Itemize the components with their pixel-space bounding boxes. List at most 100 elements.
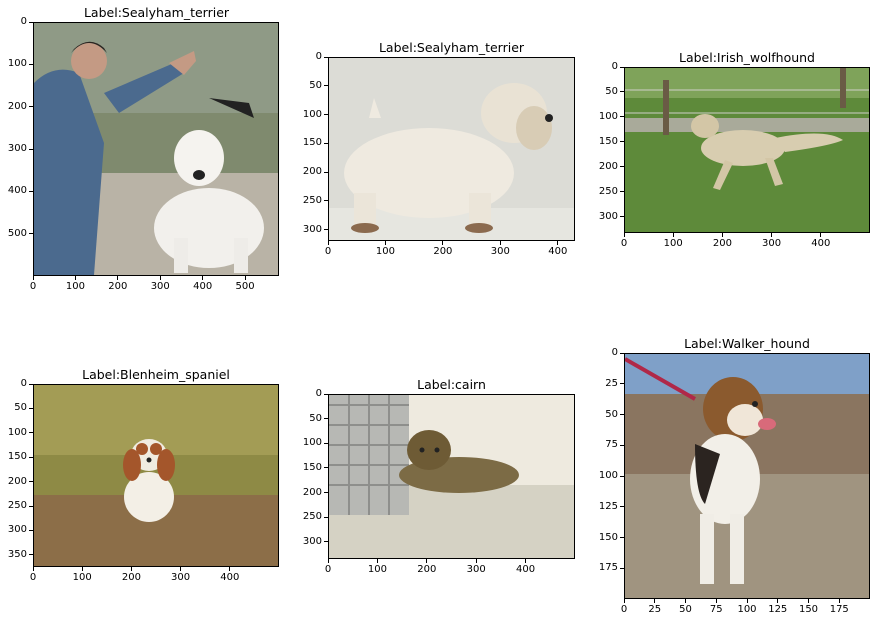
- y-tick-label: 150: [598, 531, 618, 543]
- y-tick-label: 200: [7, 475, 27, 487]
- y-tick-mark: [620, 352, 624, 354]
- x-tick-mark: [672, 233, 674, 237]
- y-tick-mark: [324, 229, 328, 230]
- y-tick-label: 125: [598, 500, 618, 512]
- y-tick-mark: [620, 166, 624, 168]
- y-tick-mark: [29, 456, 33, 458]
- y-tick-label: 0: [20, 378, 27, 389]
- x-tick-label: 300: [171, 572, 191, 583]
- x-tick-mark: [654, 599, 656, 603]
- x-tick-label: 400: [548, 246, 568, 257]
- y-tick-mark: [620, 383, 624, 385]
- y-tick-mark: [324, 171, 328, 173]
- x-tick-mark: [327, 241, 329, 245]
- x-tick-label: 200: [121, 572, 141, 583]
- x-tick-mark: [244, 276, 246, 280]
- x-tick-label: 100: [663, 238, 683, 249]
- x-tick-mark: [499, 241, 501, 245]
- y-tick-mark: [620, 191, 624, 193]
- x-tick-label: 400: [516, 564, 536, 575]
- y-tick-label: 0: [611, 347, 618, 358]
- y-tick-label: 175: [598, 562, 618, 574]
- x-tick-label: 500: [235, 281, 255, 292]
- y-tick-label: 250: [7, 500, 27, 511]
- x-tick-mark: [130, 567, 132, 571]
- x-tick-mark: [685, 599, 686, 603]
- y-tick-label: 300: [302, 223, 322, 235]
- x-tick-mark: [74, 276, 76, 280]
- x-tick-label: 200: [712, 238, 732, 249]
- y-tick-mark: [324, 114, 328, 115]
- y-tick-mark: [29, 21, 33, 23]
- y-tick-label: 50: [14, 402, 27, 414]
- x-tick-label: 100: [65, 281, 85, 292]
- x-tick-mark: [32, 567, 34, 571]
- x-tick-mark: [623, 233, 625, 237]
- y-tick-mark: [620, 91, 624, 93]
- x-tick-label: 400: [193, 281, 213, 292]
- x-tick-label: 400: [220, 572, 240, 583]
- x-tick-mark: [715, 599, 717, 603]
- y-tick-mark: [29, 233, 33, 235]
- y-tick-label: 0: [611, 61, 618, 72]
- x-tick-label: 150: [798, 604, 819, 615]
- x-tick-mark: [808, 599, 809, 603]
- x-tick-mark: [426, 559, 428, 563]
- y-tick-label: 300: [598, 210, 618, 222]
- x-tick-label: 200: [417, 564, 437, 575]
- x-tick-label: 25: [648, 604, 662, 615]
- panel-title: Label:Irish_wolfhound: [678, 50, 815, 65]
- y-tick-label: 100: [598, 470, 618, 481]
- x-tick-mark: [623, 599, 625, 603]
- y-tick-mark: [620, 414, 624, 415]
- x-tick-label: 0: [29, 572, 37, 583]
- y-tick-label: 400: [7, 185, 27, 197]
- y-tick-mark: [29, 190, 33, 192]
- x-tick-mark: [475, 559, 477, 563]
- x-tick-mark: [180, 567, 182, 571]
- y-tick-label: 350: [7, 548, 27, 560]
- y-tick-mark: [324, 393, 328, 395]
- y-tick-mark: [620, 66, 624, 68]
- y-tick-label: 150: [7, 451, 27, 463]
- y-tick-label: 200: [598, 160, 618, 172]
- x-tick-mark: [525, 559, 527, 563]
- x-tick-mark: [32, 276, 34, 280]
- y-tick-label: 300: [7, 143, 27, 154]
- y-tick-label: 75: [605, 439, 618, 451]
- x-tick-mark: [777, 599, 779, 603]
- y-tick-label: 150: [302, 137, 322, 149]
- y-tick-label: 250: [302, 511, 322, 523]
- x-tick-mark: [327, 559, 329, 563]
- y-tick-mark: [324, 442, 328, 444]
- y-tick-label: 500: [7, 227, 27, 239]
- y-tick-mark: [29, 148, 33, 150]
- x-tick-mark: [229, 567, 231, 571]
- x-tick-mark: [557, 241, 559, 245]
- y-tick-mark: [29, 106, 33, 108]
- y-tick-mark: [29, 63, 33, 65]
- x-tick-mark: [746, 599, 748, 603]
- y-tick-label: 100: [302, 437, 322, 449]
- y-tick-mark: [29, 529, 33, 531]
- x-tick-label: 300: [466, 564, 486, 575]
- dog-photo: [33, 384, 279, 567]
- dog-photo: [624, 353, 870, 599]
- panel-title: Label:Sealyham_terrier: [378, 40, 525, 55]
- y-tick-label: 200: [302, 166, 322, 177]
- y-tick-label: 300: [7, 524, 27, 536]
- y-tick-mark: [620, 506, 624, 508]
- y-tick-mark: [29, 554, 33, 556]
- x-tick-label: 50: [679, 604, 692, 615]
- x-tick-mark: [838, 599, 840, 603]
- x-tick-label: 125: [768, 604, 788, 615]
- x-tick-mark: [159, 276, 161, 280]
- x-tick-label: 75: [709, 604, 723, 615]
- y-tick-mark: [324, 56, 328, 58]
- dog-photo: [328, 57, 575, 241]
- y-tick-label: 150: [598, 135, 618, 147]
- y-tick-label: 0: [315, 51, 322, 62]
- y-tick-label: 50: [309, 79, 322, 91]
- x-tick-label: 0: [29, 281, 37, 292]
- x-tick-label: 300: [150, 281, 170, 292]
